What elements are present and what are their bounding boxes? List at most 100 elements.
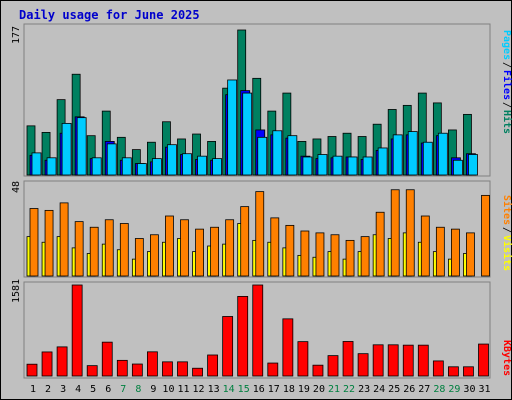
legend-kbytes: KBytes: [501, 340, 512, 376]
bar-kbytes-24: [372, 344, 384, 377]
x-tick-day-19: 19: [298, 384, 310, 395]
bar-kbytes-12: [192, 367, 203, 377]
bar-kbytes-5: [86, 365, 98, 377]
chart-title: Daily usage for June 2025: [19, 8, 200, 22]
bar-pages-3: [61, 122, 72, 176]
x-tick-day-20: 20: [313, 384, 325, 395]
x-tick-day-2: 2: [45, 384, 51, 395]
bar-sites-29: [450, 228, 460, 277]
bar-kbytes-21: [327, 355, 339, 377]
x-tick-day-3: 3: [60, 384, 66, 395]
bar-kbytes-4: [71, 284, 83, 377]
x-tick-day-13: 13: [208, 384, 220, 395]
bar-kbytes-3: [56, 346, 68, 377]
bar-sites-24: [375, 211, 385, 277]
x-tick-day-21: 21: [328, 384, 340, 395]
bar-kbytes-9: [146, 351, 158, 377]
bar-sites-9: [149, 234, 159, 277]
bar-pages-21: [332, 155, 343, 176]
x-tick-day-8: 8: [135, 384, 141, 395]
ymax-label-kbytes: 1581: [11, 279, 22, 303]
bar-pages-6: [106, 143, 117, 176]
bar-sites-16: [255, 191, 265, 277]
bar-sites-8: [134, 238, 144, 277]
bar-pages-1: [31, 152, 42, 176]
bar-sites-30: [466, 232, 475, 277]
bar-sites-3: [59, 202, 69, 277]
bar-pages-16: [257, 136, 268, 176]
bar-kbytes-2: [41, 351, 53, 377]
bar-kbytes-17: [267, 362, 279, 377]
bar-sites-23: [360, 236, 370, 277]
bar-pages-30: [468, 154, 478, 176]
bar-sites-27: [420, 215, 430, 277]
bar-pages-11: [182, 153, 192, 176]
bar-pages-23: [362, 156, 373, 176]
legend-sites: Sites: [501, 195, 512, 225]
x-tick-day-1: 1: [30, 384, 36, 395]
legend-separator: /: [501, 62, 512, 68]
bar-sites-6: [104, 219, 114, 277]
x-tick-day-30: 30: [463, 384, 475, 395]
bar-sites-13: [210, 226, 220, 277]
x-tick-day-29: 29: [448, 384, 460, 395]
bar-sites-26: [405, 189, 415, 277]
bar-sites-21: [330, 234, 340, 277]
x-tick-day-18: 18: [283, 384, 295, 395]
x-tick-day-17: 17: [268, 384, 280, 395]
bar-kbytes-29: [447, 366, 459, 377]
bar-pages-15: [242, 92, 253, 176]
bar-sites-11: [180, 219, 189, 277]
x-tick-day-16: 16: [253, 384, 265, 395]
bar-sites-15: [240, 206, 250, 277]
bar-kbytes-14: [222, 316, 234, 377]
bar-pages-18: [287, 135, 298, 176]
bar-kbytes-23: [357, 353, 369, 377]
bar-sites-20: [315, 232, 325, 277]
x-tick-day-15: 15: [238, 384, 250, 395]
bar-kbytes-11: [177, 361, 188, 377]
bar-pages-28: [437, 132, 448, 176]
bar-pages-4: [76, 117, 87, 176]
bar-pages-27: [422, 141, 433, 176]
bar-pages-29: [452, 159, 463, 176]
bar-sites-22: [345, 239, 355, 277]
bar-pages-22: [347, 156, 358, 176]
x-tick-day-9: 9: [150, 384, 156, 395]
bar-kbytes-31: [478, 343, 489, 377]
bar-kbytes-6: [101, 341, 113, 377]
bar-kbytes-25: [387, 344, 399, 377]
bar-sites-28: [435, 226, 445, 277]
x-tick-day-7: 7: [120, 384, 126, 395]
legend-pages: Pages: [501, 30, 512, 60]
x-tick-day-31: 31: [478, 384, 490, 395]
bar-sites-25: [390, 189, 400, 277]
bar-pages-19: [302, 156, 313, 176]
bar-pages-12: [197, 155, 207, 176]
bar-sites-7: [119, 223, 129, 277]
x-tick-day-6: 6: [105, 384, 111, 395]
bar-pages-7: [121, 157, 132, 176]
bar-kbytes-1: [26, 363, 38, 377]
bar-kbytes-27: [417, 344, 429, 377]
x-tick-day-23: 23: [358, 384, 370, 395]
bar-sites-19: [300, 230, 310, 277]
legend-files: Files: [501, 70, 512, 100]
bar-kbytes-28: [432, 360, 444, 377]
bar-pages-5: [91, 157, 102, 176]
bar-kbytes-10: [162, 361, 173, 377]
bar-pages-20: [317, 154, 328, 176]
bar-kbytes-19: [297, 341, 309, 377]
bar-kbytes-13: [207, 354, 219, 377]
bar-sites-5: [89, 226, 99, 277]
bar-sites-2: [44, 209, 54, 277]
x-tick-day-5: 5: [90, 384, 96, 395]
bar-pages-13: [212, 158, 223, 176]
bar-pages-25: [392, 134, 403, 176]
bar-pages-9: [151, 158, 162, 176]
x-tick-day-10: 10: [162, 384, 174, 395]
bar-sites-12: [195, 228, 204, 277]
bar-pages-8: [136, 163, 147, 176]
bar-pages-2: [46, 157, 57, 176]
bar-sites-17: [270, 217, 280, 277]
